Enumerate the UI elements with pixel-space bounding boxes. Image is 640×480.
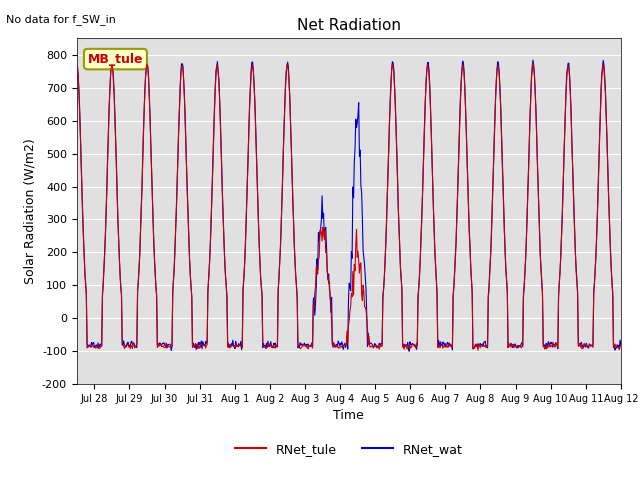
Text: MB_tule: MB_tule [88,53,143,66]
Text: No data for f_SW_in: No data for f_SW_in [6,14,116,25]
X-axis label: Time: Time [333,409,364,422]
Title: Net Radiation: Net Radiation [297,18,401,33]
Y-axis label: Solar Radiation (W/m2): Solar Radiation (W/m2) [24,138,36,284]
Legend: RNet_tule, RNet_wat: RNet_tule, RNet_wat [230,438,468,461]
